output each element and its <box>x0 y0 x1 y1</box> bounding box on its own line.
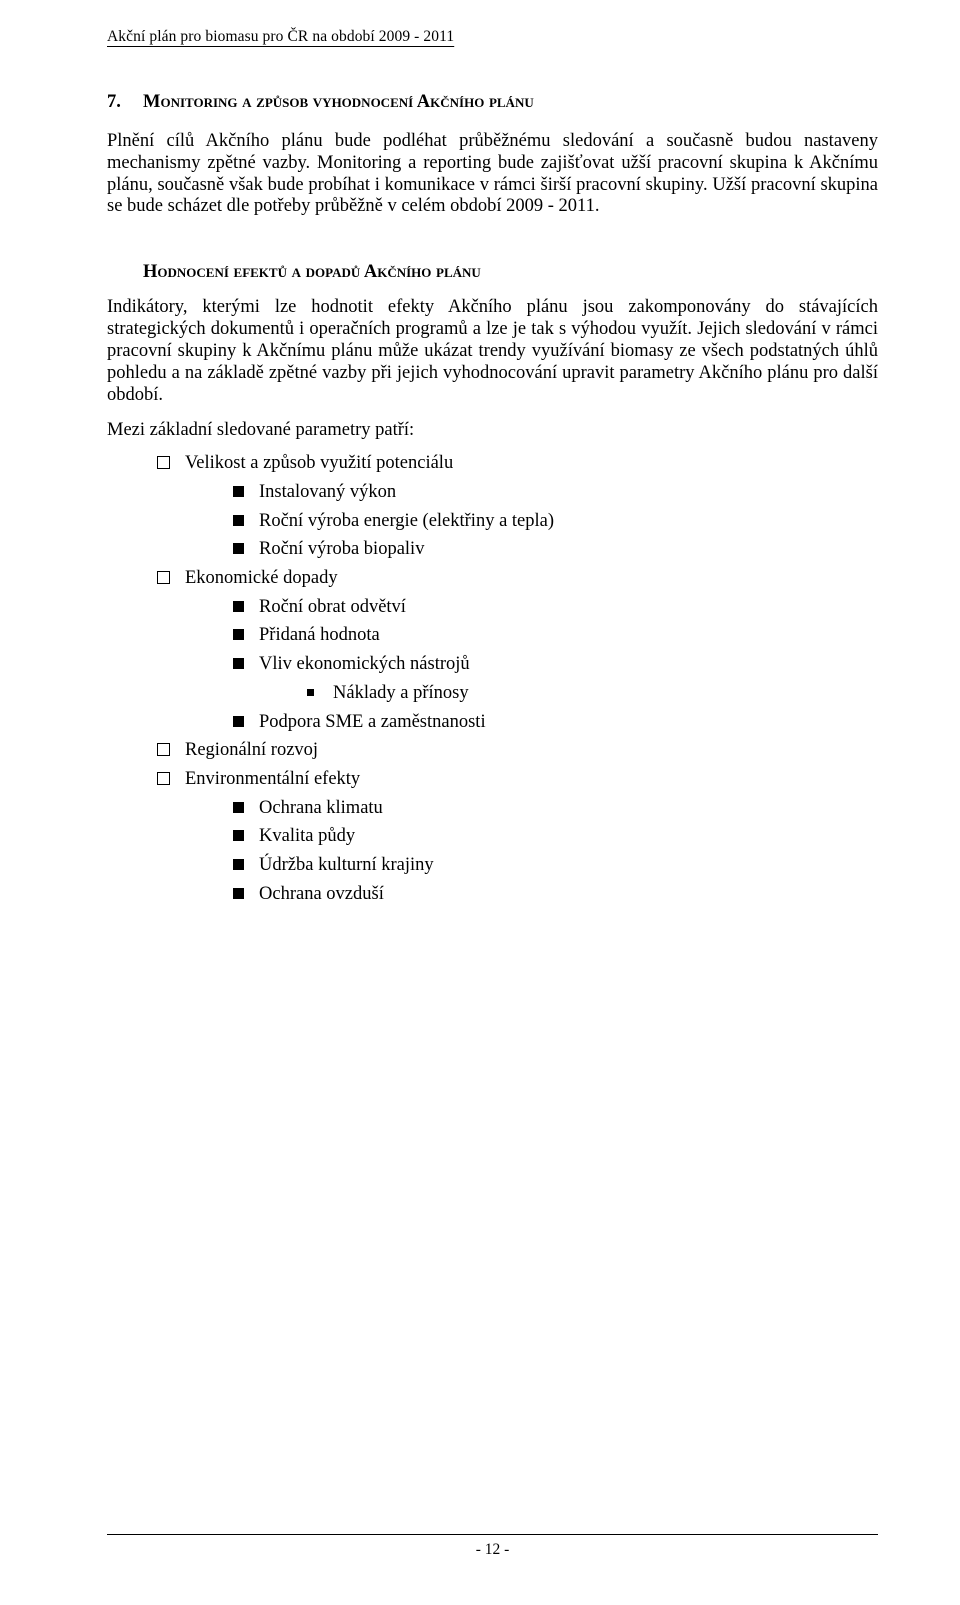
list-item-label: Kvalita půdy <box>259 826 355 846</box>
list-intro: Mezi základní sledované parametry patří: <box>107 420 878 441</box>
list-item: Ekonomické dopady Roční obrat odvětví Př… <box>157 564 878 736</box>
list-item: Kvalita půdy <box>233 822 878 851</box>
list-item: Vliv ekonomických nástrojů Náklady a pří… <box>233 650 878 707</box>
subsection-heading: Hodnocení efektů a dopadů Akčního plánu <box>107 262 878 283</box>
list-item-label: Roční obrat odvětví <box>259 597 406 617</box>
page-footer: - 12 - <box>107 1534 878 1559</box>
page: Akční plán pro biomasu pro ČR na období … <box>0 0 960 948</box>
list-item: Údržba kulturní krajiny <box>233 851 878 880</box>
list-item: Roční výroba energie (elektřiny a tepla) <box>233 507 878 536</box>
list-item-label: Ochrana klimatu <box>259 798 383 818</box>
list-item-label: Environmentální efekty <box>185 769 360 789</box>
parameter-sublist: Roční obrat odvětví Přidaná hodnota Vliv… <box>185 593 878 736</box>
list-item: Environmentální efekty Ochrana klimatu K… <box>157 765 878 908</box>
list-item: Roční obrat odvětví <box>233 593 878 622</box>
parameter-sublist: Instalovaný výkon Roční výroba energie (… <box>185 478 878 564</box>
list-item: Velikost a způsob využití potenciálu Ins… <box>157 449 878 564</box>
spacer <box>107 232 878 262</box>
list-item: Instalovaný výkon <box>233 478 878 507</box>
parameter-sub-sublist: Náklady a přínosy <box>259 679 878 708</box>
section-title: Monitoring a způsob vyhodnocení Akčního … <box>143 92 534 112</box>
list-item-label: Instalovaný výkon <box>259 482 396 502</box>
subsection-paragraph: Indikátory, kterými lze hodnotit efekty … <box>107 297 878 406</box>
list-item-label: Roční výroba biopaliv <box>259 539 424 559</box>
parameter-sublist: Ochrana klimatu Kvalita půdy Údržba kult… <box>185 794 878 909</box>
list-item-label: Údržba kulturní krajiny <box>259 855 434 875</box>
list-item-label: Velikost a způsob využití potenciálu <box>185 453 453 473</box>
list-item: Regionální rozvoj <box>157 736 878 765</box>
list-item-label: Přidaná hodnota <box>259 625 380 645</box>
list-item-label: Podpora SME a zaměstnanosti <box>259 712 486 732</box>
list-item: Roční výroba biopaliv <box>233 535 878 564</box>
list-item: Náklady a přínosy <box>307 679 878 708</box>
parameter-list: Velikost a způsob využití potenciálu Ins… <box>107 449 878 908</box>
list-item: Ochrana ovzduší <box>233 880 878 909</box>
running-head: Akční plán pro biomasu pro ČR na období … <box>107 28 878 46</box>
list-item: Podpora SME a zaměstnanosti <box>233 708 878 737</box>
list-item-label: Vliv ekonomických nástrojů <box>259 654 470 674</box>
list-item: Ochrana klimatu <box>233 794 878 823</box>
section-paragraph: Plnění cílů Akčního plánu bude podléhat … <box>107 131 878 218</box>
section-number: 7. <box>107 92 143 113</box>
list-item: Přidaná hodnota <box>233 621 878 650</box>
section-heading: 7.Monitoring a způsob vyhodnocení Akčníh… <box>107 92 878 113</box>
list-item-label: Ekonomické dopady <box>185 568 338 588</box>
list-item-label: Roční výroba energie (elektřiny a tepla) <box>259 511 554 531</box>
list-item-label: Regionální rozvoj <box>185 740 318 760</box>
list-item-label: Ochrana ovzduší <box>259 884 384 904</box>
list-item-label: Náklady a přínosy <box>333 683 469 703</box>
